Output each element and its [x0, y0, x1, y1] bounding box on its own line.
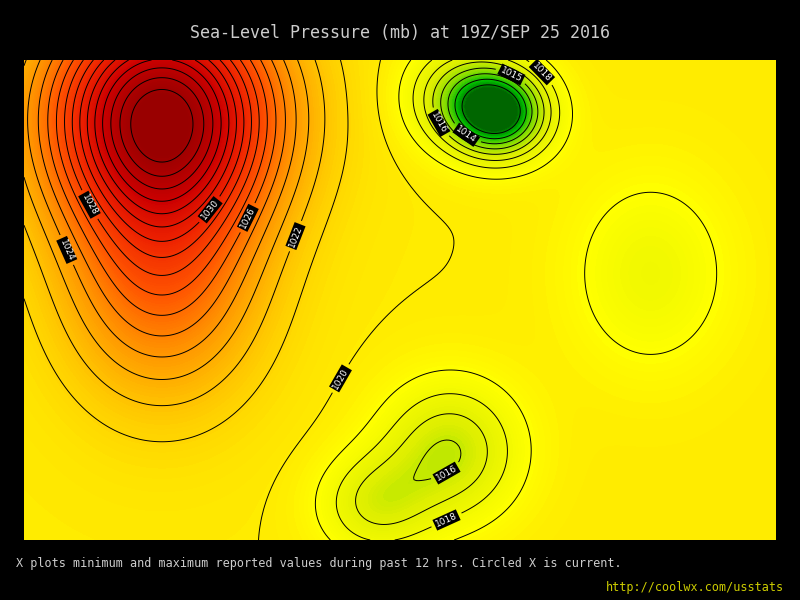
- Text: 1016: 1016: [434, 463, 458, 482]
- Text: 1014: 1014: [454, 125, 478, 145]
- Text: 1028: 1028: [80, 193, 99, 217]
- Text: http://coolwx.com/usstats: http://coolwx.com/usstats: [606, 581, 784, 594]
- Text: 1015: 1015: [499, 65, 524, 83]
- Text: X plots minimum and maximum reported values during past 12 hrs. Circled X is cur: X plots minimum and maximum reported val…: [16, 557, 622, 570]
- Text: 1016: 1016: [430, 111, 449, 135]
- Text: 1030: 1030: [199, 198, 221, 221]
- Text: 1026: 1026: [238, 206, 257, 230]
- Text: Sea-Level Pressure (mb) at 19Z/SEP 25 2016: Sea-Level Pressure (mb) at 19Z/SEP 25 20…: [190, 24, 610, 42]
- Text: 1018: 1018: [434, 511, 459, 529]
- Text: 1022: 1022: [287, 224, 304, 248]
- Text: 1020: 1020: [331, 366, 350, 391]
- Text: 1024: 1024: [58, 238, 75, 262]
- Text: 1018: 1018: [530, 61, 553, 83]
